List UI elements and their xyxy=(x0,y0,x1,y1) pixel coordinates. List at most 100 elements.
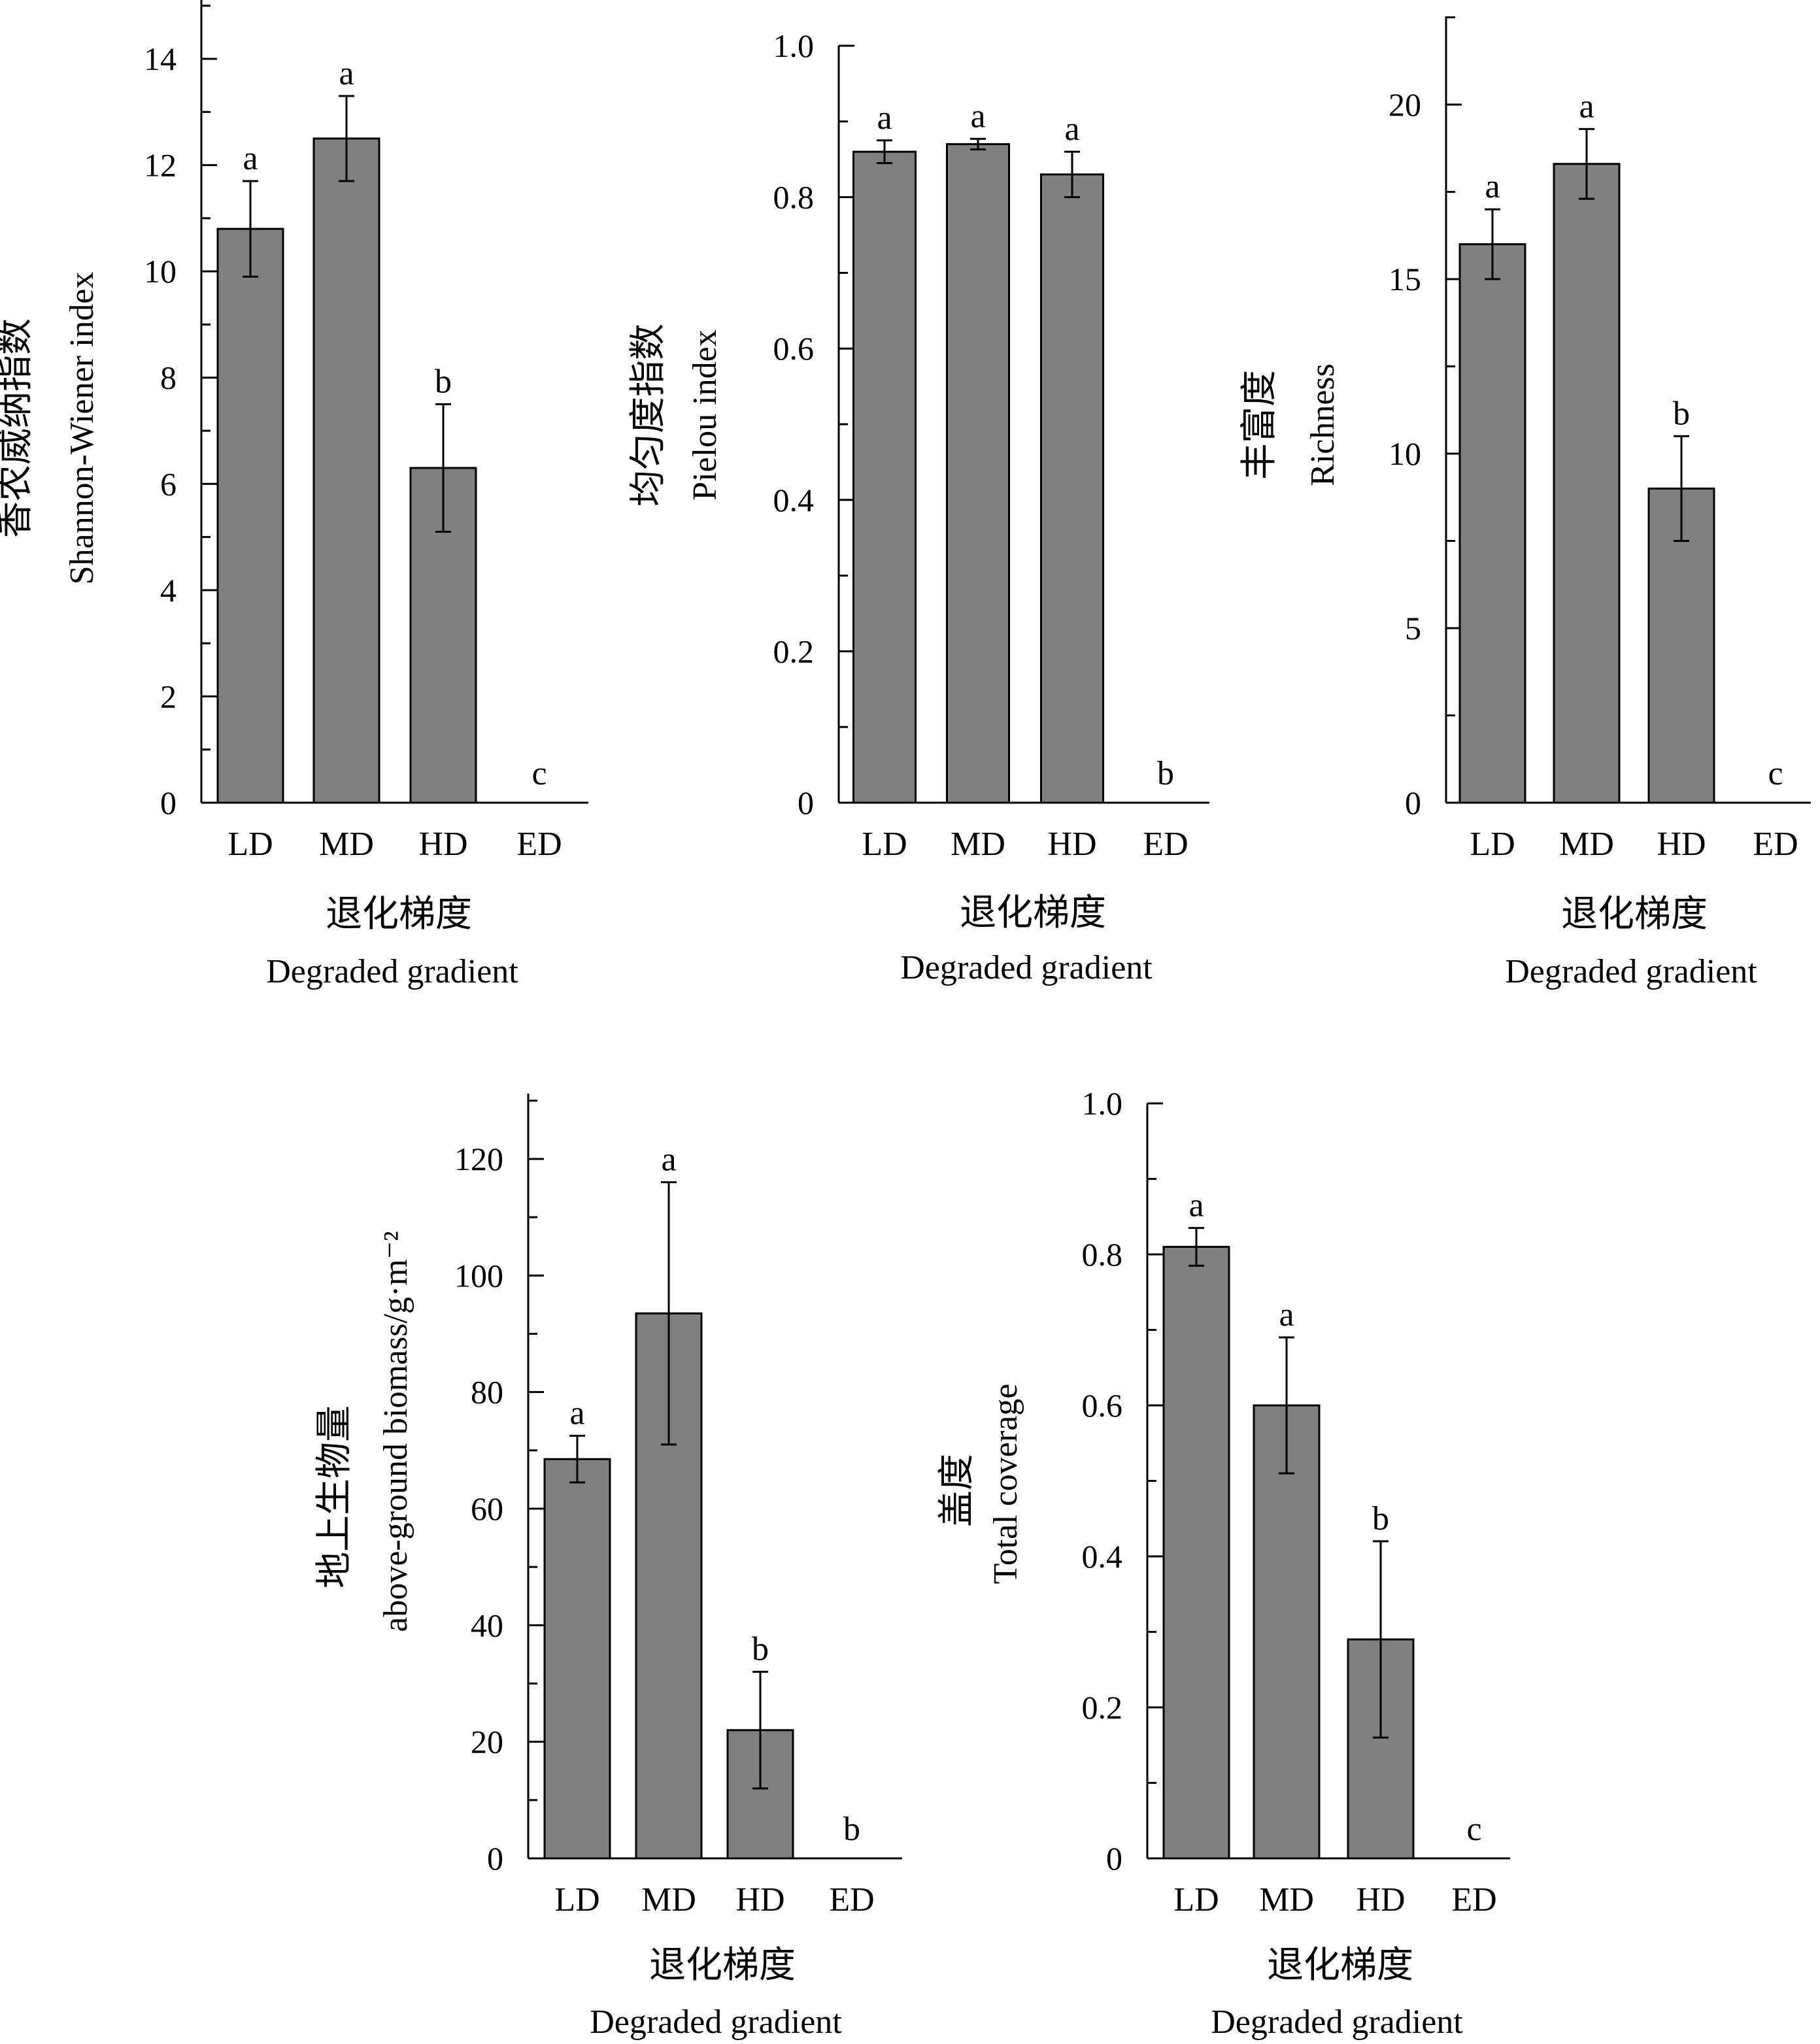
panel-biomass-xlabel-en: Degraded gradient xyxy=(590,2003,842,2041)
y-tick-label: 80 xyxy=(471,1374,503,1411)
panel-coverage-ylabel-en: Total coverage xyxy=(987,1384,1024,1584)
y-tick-label: 0.4 xyxy=(1082,1538,1123,1575)
significance-label: b xyxy=(752,1631,769,1668)
x-tick-label: MD xyxy=(319,826,374,863)
significance-label: a xyxy=(243,140,258,177)
y-tick-label: 12 xyxy=(144,147,177,184)
significance-label: a xyxy=(1579,88,1594,125)
significance-label: c xyxy=(1768,755,1783,792)
significance-label: a xyxy=(661,1141,676,1179)
panel-shannon: 0 2 4 6 8 10 12 14 a LD a MD b HD c ED 香农威纳指数 Shannon-W… xyxy=(0,0,588,990)
y-tick-label: 5 xyxy=(1405,610,1421,646)
panel-biomass-ylabel-en: above-ground biomass/g·m⁻² xyxy=(377,1231,414,1632)
significance-label: b xyxy=(435,363,452,400)
x-tick-label: HD xyxy=(735,1881,784,1918)
y-tick-label: 0 xyxy=(487,1840,503,1877)
bar-ld xyxy=(1162,1245,1230,1860)
bar-md xyxy=(312,137,380,804)
y-tick-label: 1.0 xyxy=(773,27,815,64)
panel-richness-ylabel-en: Richness xyxy=(1304,363,1341,486)
panel-richness: 0 5 10 15 20 a LD a MD b HD c ED 丰富度 Richness 退化梯度 D… xyxy=(1239,16,1811,990)
significance-label: b xyxy=(843,1811,860,1848)
significance-label: a xyxy=(970,97,985,135)
bar-hd xyxy=(1040,173,1104,804)
significance-label: c xyxy=(531,755,547,792)
y-tick-label: 20 xyxy=(471,1724,503,1760)
y-tick-label: 100 xyxy=(454,1257,503,1294)
x-tick-label: LD xyxy=(228,826,273,863)
panel-richness-ylabel-cn: 丰富度 xyxy=(1239,370,1280,480)
x-tick-label: MD xyxy=(1559,826,1614,863)
x-tick-label: HD xyxy=(418,826,467,863)
y-tick-label: 4 xyxy=(160,572,177,609)
y-tick-label: 0.2 xyxy=(1082,1689,1123,1726)
significance-label: a xyxy=(1064,110,1079,148)
y-tick-label: 0.8 xyxy=(773,179,815,216)
significance-label: a xyxy=(1279,1296,1294,1333)
y-tick-label: 8 xyxy=(160,360,177,396)
panel-richness-xlabel-cn: 退化梯度 xyxy=(1561,894,1708,935)
y-tick-label: 6 xyxy=(160,465,177,502)
panel-pielou-plot: 0 0.2 0.4 0.6 0.8 1.0 a LD a MD a HD b ED xyxy=(773,27,1209,863)
x-tick-label: ED xyxy=(516,826,562,863)
x-tick-label: MD xyxy=(1259,1881,1314,1918)
x-tick-label: HD xyxy=(1356,1881,1405,1918)
significance-label: b xyxy=(1673,395,1690,432)
panel-biomass-xlabel-cn: 退化梯度 xyxy=(649,1945,796,1986)
bar-md xyxy=(946,143,1010,804)
x-tick-label: LD xyxy=(1173,1881,1219,1918)
panel-richness-xlabel-en: Degraded gradient xyxy=(1505,953,1757,990)
panel-pielou: 0 0.2 0.4 0.6 0.8 1.0 a LD a MD a HD b ED 均匀度指数 Pielo… xyxy=(628,27,1209,986)
y-tick-label: 2 xyxy=(160,678,177,714)
y-tick-label: 60 xyxy=(471,1490,503,1527)
significance-label: a xyxy=(1485,168,1500,205)
panel-biomass-plot: 0 20 40 60 80 100 120 a LD a MD b HD b ED xyxy=(454,1094,902,1918)
y-tick-label: 10 xyxy=(1389,435,1421,472)
panel-shannon-xlabel-en: Degraded gradient xyxy=(266,953,518,990)
y-tick-label: 0.2 xyxy=(773,633,815,669)
y-tick-label: 0 xyxy=(798,784,814,821)
y-tick-label: 120 xyxy=(454,1141,503,1177)
significance-label: a xyxy=(339,55,354,92)
y-tick-label: 15 xyxy=(1389,261,1421,297)
panel-shannon-ylabel-cn: 香农威纳指数 xyxy=(0,318,36,538)
significance-label: a xyxy=(877,99,892,137)
x-tick-label: LD xyxy=(862,826,907,863)
panel-pielou-xlabel-cn: 退化梯度 xyxy=(960,893,1106,933)
significance-label: c xyxy=(1466,1811,1481,1848)
panel-biomass-ylabel-cn: 地上生物量 xyxy=(314,1405,355,1588)
y-tick-label: 14 xyxy=(144,41,177,77)
panel-shannon-xlabel-cn: 退化梯度 xyxy=(326,894,472,935)
x-tick-label: MD xyxy=(641,1881,696,1918)
panel-shannon-ylabel-en: Shannon-Wiener index xyxy=(63,272,101,585)
y-tick-label: 0 xyxy=(1405,784,1421,821)
x-tick-label: ED xyxy=(1451,1881,1496,1918)
panel-pielou-ylabel-en: Pielou index xyxy=(686,329,724,500)
panel-biomass: 0 20 40 60 80 100 120 a LD a MD b HD b ED 地上生物量 above-… xyxy=(314,1094,902,2041)
x-tick-label: ED xyxy=(829,1881,874,1918)
x-tick-label: MD xyxy=(951,826,1005,863)
significance-label: b xyxy=(1372,1500,1389,1537)
y-tick-label: 0 xyxy=(1106,1840,1122,1877)
y-tick-label: 20 xyxy=(1389,86,1421,123)
bar-ld xyxy=(852,150,917,804)
y-tick-label: 0.6 xyxy=(773,330,815,367)
y-tick-label: 0.6 xyxy=(1082,1387,1123,1424)
panel-richness-plot: 0 5 10 15 20 a LD a MD b HD c ED xyxy=(1389,16,1811,863)
panel-coverage: 0 0.2 0.4 0.6 0.8 1.0 a LD a MD b HD c ED 盖度 Total co… xyxy=(937,1085,1510,2041)
panel-pielou-xlabel-en: Degraded gradient xyxy=(900,949,1153,986)
panel-shannon-plot: 0 2 4 6 8 10 12 14 a LD a MD b HD c ED xyxy=(144,0,588,863)
x-tick-label: HD xyxy=(1657,826,1706,863)
x-tick-label: LD xyxy=(1470,826,1515,863)
y-tick-label: 1.0 xyxy=(1082,1085,1123,1122)
bar-ld xyxy=(1458,243,1526,804)
x-tick-label: ED xyxy=(1753,826,1798,863)
x-tick-label: ED xyxy=(1143,826,1188,863)
bar-ld xyxy=(216,227,284,804)
x-tick-label: HD xyxy=(1047,826,1096,863)
panel-coverage-ylabel-cn: 盖度 xyxy=(937,1454,977,1527)
y-tick-label: 0.8 xyxy=(1082,1236,1123,1273)
y-tick-label: 40 xyxy=(471,1607,503,1643)
panel-coverage-plot: 0 0.2 0.4 0.6 0.8 1.0 a LD a MD b HD c ED xyxy=(1082,1085,1510,1918)
